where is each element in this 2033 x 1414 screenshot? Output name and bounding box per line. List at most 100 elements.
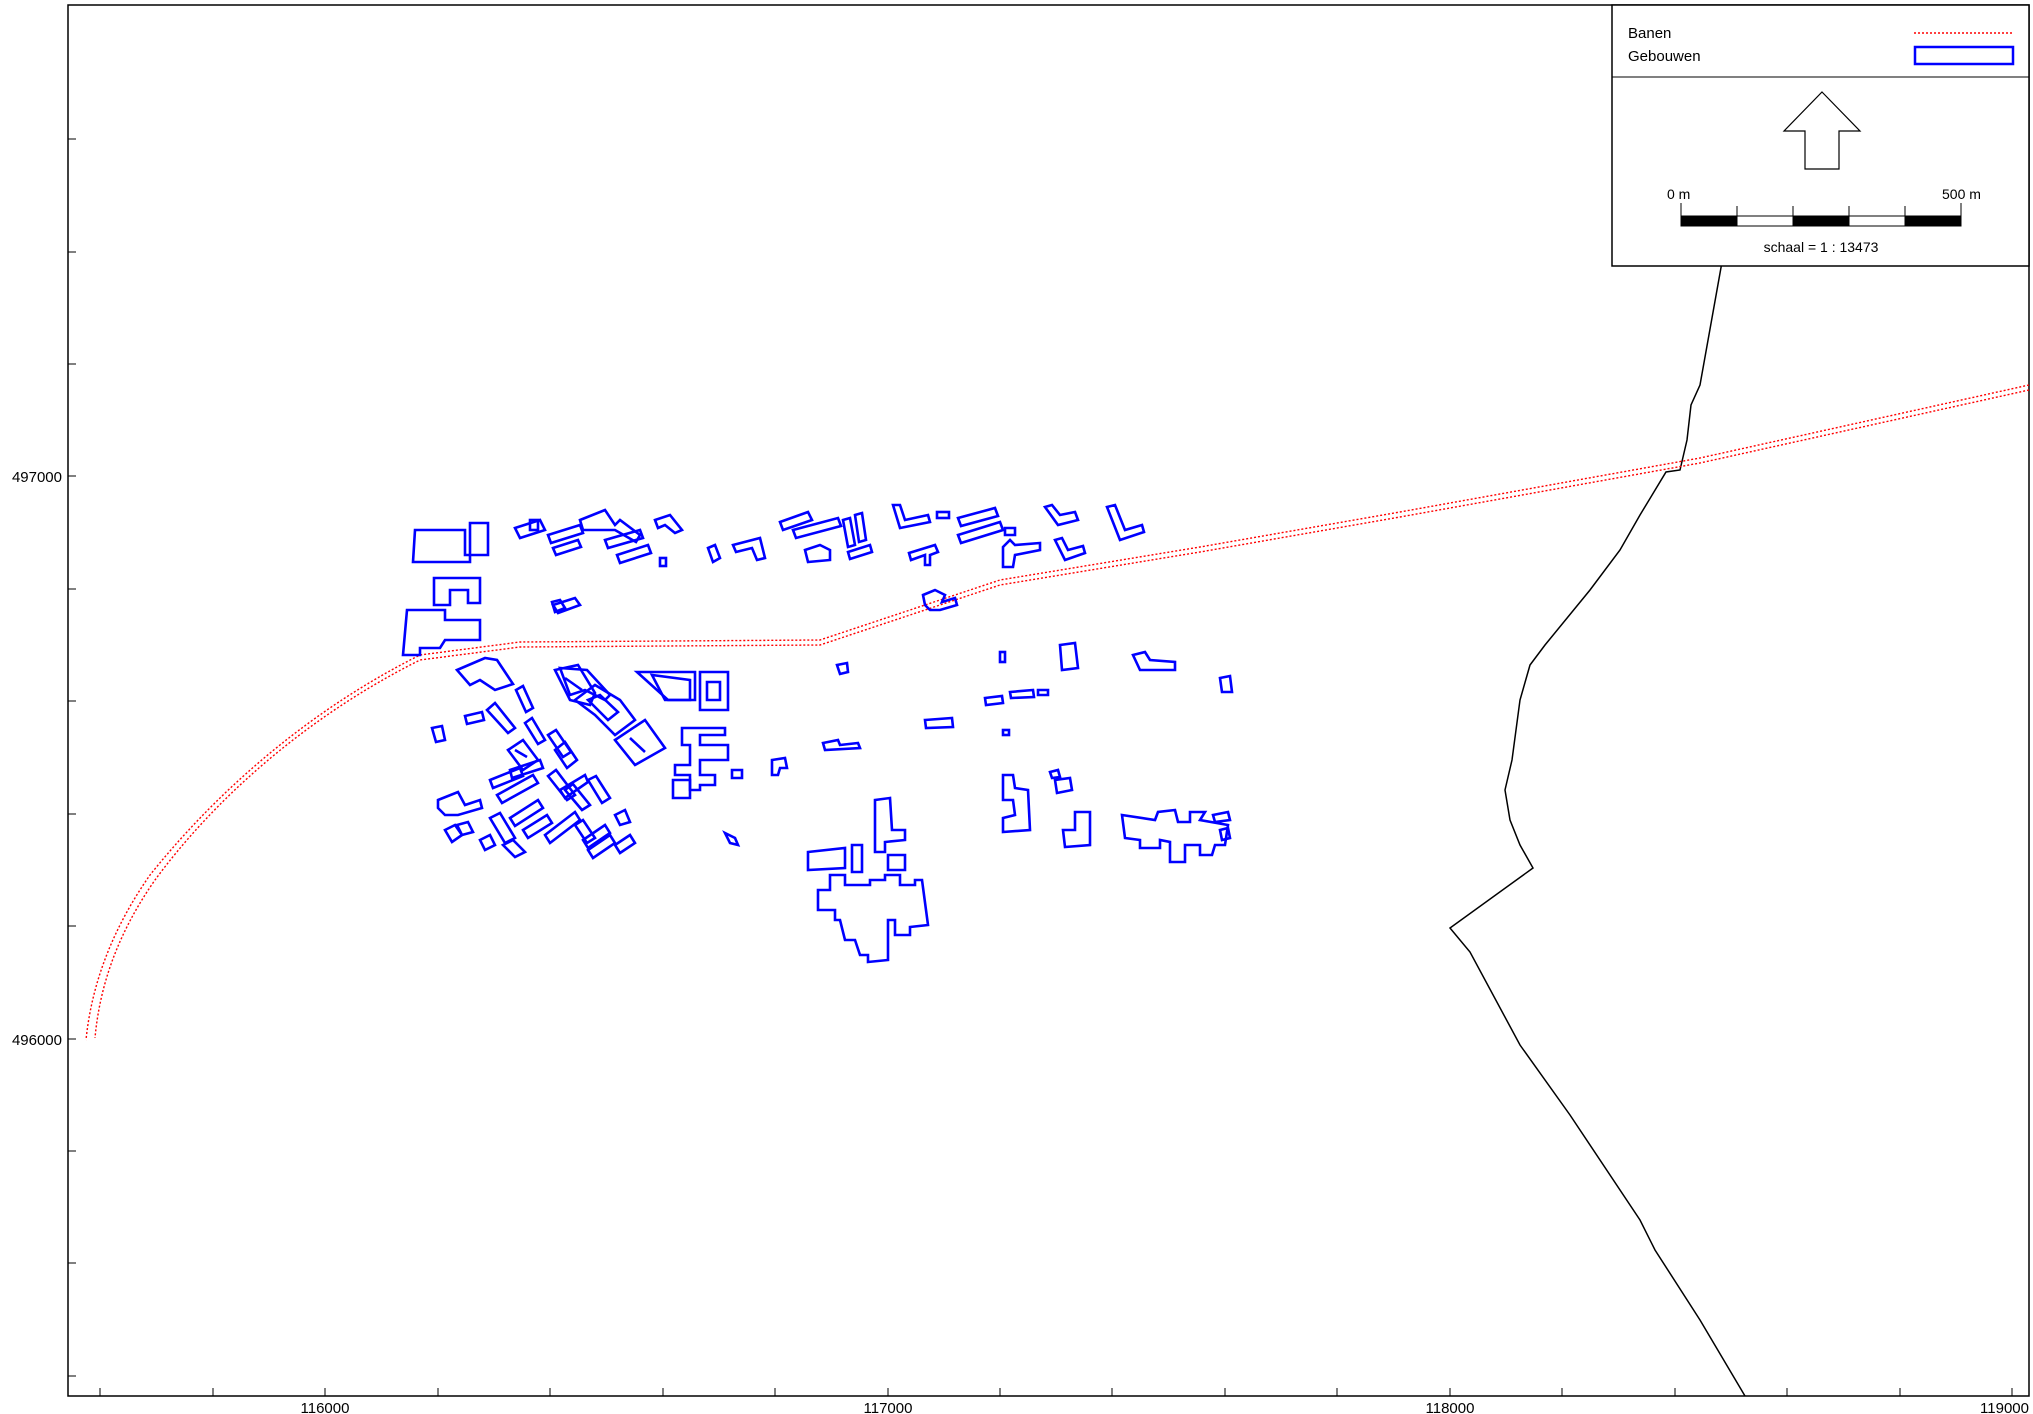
building: [528, 518, 540, 532]
x-axis-ticks: [99, 1388, 2013, 1396]
building: [613, 833, 637, 855]
building: [770, 756, 789, 777]
building: [1053, 776, 1074, 795]
building: [873, 796, 907, 854]
building: [1003, 526, 1017, 537]
building: [633, 670, 697, 702]
scale-end-label: 500 m: [1942, 186, 1981, 202]
building: [523, 716, 547, 746]
building: [454, 656, 516, 692]
building: [730, 768, 744, 780]
building: [513, 518, 547, 540]
y-axis-ticks: [68, 138, 76, 1377]
building: [551, 538, 583, 557]
building: [816, 873, 930, 964]
building: [907, 543, 940, 567]
building: [956, 520, 1005, 545]
building: [1001, 773, 1032, 834]
rail-track-north: [85, 384, 2030, 1041]
building: [1036, 688, 1050, 697]
building: [1061, 810, 1092, 849]
building: [850, 843, 864, 874]
x-tick-label-118000: 118000: [1426, 1400, 1475, 1414]
building: [603, 528, 645, 550]
scale-ratio-text: schaal = 1 : 13473: [1764, 239, 1879, 255]
building: [806, 846, 847, 872]
building: [956, 506, 1000, 528]
building: [1120, 808, 1230, 864]
building: [488, 766, 525, 790]
legend-label-gebouwen: Gebouwen: [1628, 48, 1701, 65]
building: [998, 650, 1007, 664]
building: [1218, 826, 1232, 842]
legend-swatch-gebouwen: [1913, 45, 2015, 66]
y-tick-label-497000: 497000: [12, 469, 62, 486]
x-tick-label-116000: 116000: [301, 1400, 350, 1414]
building: [485, 701, 517, 735]
building: [572, 683, 637, 737]
building: [455, 820, 475, 837]
building: [586, 774, 612, 805]
building: [543, 810, 582, 845]
building: [983, 694, 1005, 707]
building: [550, 598, 567, 614]
building: [411, 521, 490, 564]
building: [1001, 538, 1042, 569]
buildings: [401, 503, 1234, 964]
building: [835, 661, 850, 676]
building: [722, 830, 741, 847]
scale-start-label: 0 m: [1667, 186, 1690, 202]
building: [613, 808, 632, 827]
building: [731, 536, 767, 562]
building: [649, 673, 692, 702]
building: [1131, 650, 1177, 672]
building: [436, 790, 484, 817]
north-arrow-icon: [1782, 91, 1862, 170]
building: [432, 576, 482, 607]
building: [1001, 728, 1011, 737]
building: [430, 724, 447, 744]
building: [463, 710, 486, 726]
building: [578, 508, 642, 544]
building: [653, 513, 685, 535]
building: [803, 543, 832, 564]
building: [1218, 674, 1234, 694]
building: [1048, 768, 1062, 780]
building: [613, 718, 667, 767]
building: [401, 608, 482, 657]
building: [921, 588, 959, 612]
building: [778, 510, 814, 532]
building: [585, 693, 620, 722]
scale-bar: 0 m 500 m schaal = 1 : 13473: [1667, 186, 1981, 255]
building: [671, 778, 692, 800]
building: [581, 823, 612, 850]
building: [841, 516, 857, 549]
building: [1042, 503, 1080, 527]
building: [521, 813, 554, 840]
building: [546, 523, 585, 545]
building: [821, 738, 862, 752]
building: [488, 811, 517, 845]
building: [495, 773, 540, 805]
building: [853, 511, 868, 544]
building: [478, 833, 497, 852]
building: [1053, 536, 1087, 562]
building: [673, 726, 730, 792]
building: [1058, 641, 1080, 672]
building: [553, 740, 579, 770]
building: [615, 543, 653, 565]
x-tick-label-119000: 119000: [1980, 1400, 2029, 1414]
building: [586, 833, 617, 860]
building: [573, 818, 597, 845]
building: [508, 758, 545, 780]
legend-label-banen: Banen: [1628, 25, 1671, 42]
legend: Banen Gebouwen 0 m 500 m schaal = 1 : 13…: [1611, 4, 2030, 267]
rail-track-south: [94, 389, 2030, 1039]
building: [886, 853, 907, 872]
building: [658, 556, 668, 568]
building: [1211, 810, 1232, 824]
building: [706, 543, 722, 564]
building: [1105, 503, 1146, 542]
boundary-line: [1448, 261, 1746, 1397]
building: [514, 684, 535, 714]
